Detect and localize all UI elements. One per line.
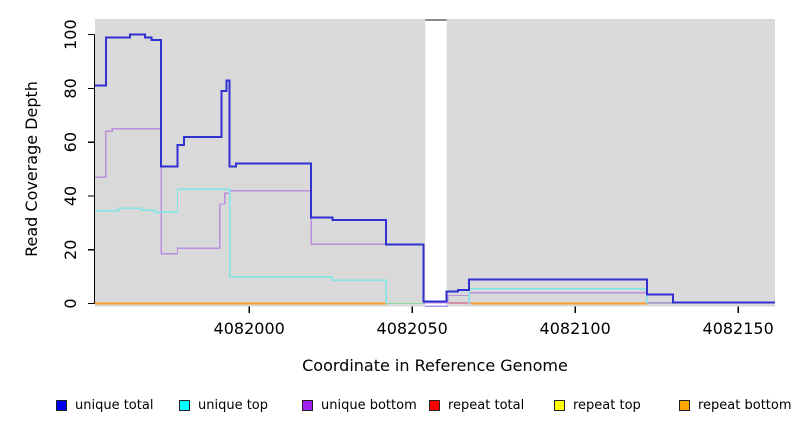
series-line-unique-top xyxy=(468,288,648,304)
x-tick-label: 4082100 xyxy=(540,319,611,338)
y-tick-label: 40 xyxy=(61,186,80,206)
y-tick-label: 60 xyxy=(61,132,80,152)
y-tick-label: 80 xyxy=(61,78,80,98)
y-tick-label: 0 xyxy=(61,298,80,308)
y-tick-label: 20 xyxy=(61,240,80,260)
x-tick-label: 4082000 xyxy=(214,319,285,338)
series-line-unique-top xyxy=(95,188,387,304)
y-axis-title: Read Coverage Depth xyxy=(22,81,41,257)
x-tick-label: 4082050 xyxy=(377,319,448,338)
x-tick-label: 4082150 xyxy=(703,319,774,338)
series-line-unique-bottom xyxy=(95,127,775,304)
coverage-gap-band xyxy=(425,20,447,307)
y-tick-label: 100 xyxy=(61,19,80,50)
x-axis-title: Coordinate in Reference Genome xyxy=(302,356,568,375)
series-line-unique-total xyxy=(95,33,775,304)
